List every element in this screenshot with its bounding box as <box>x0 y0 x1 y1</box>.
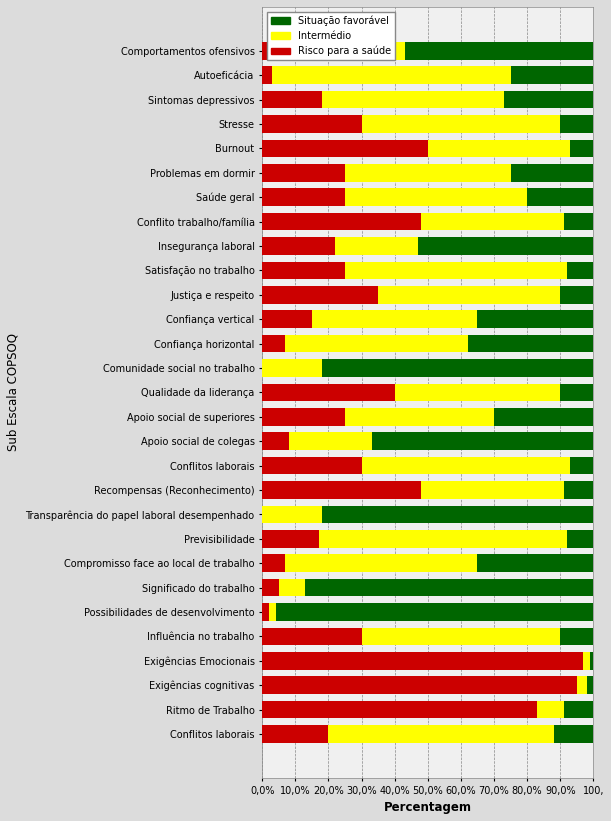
Bar <box>262 677 577 694</box>
Bar <box>404 42 593 60</box>
Bar <box>467 335 593 352</box>
Bar <box>322 506 593 523</box>
Bar <box>289 433 371 450</box>
Bar <box>560 627 593 645</box>
Bar <box>262 530 318 548</box>
Bar <box>322 360 593 377</box>
Bar <box>378 286 560 304</box>
Bar <box>312 310 477 328</box>
Bar <box>494 408 593 425</box>
Bar <box>262 115 362 133</box>
Bar <box>335 237 418 255</box>
Bar <box>262 262 345 279</box>
Bar <box>272 42 404 60</box>
Bar <box>567 530 593 548</box>
Bar <box>345 164 511 181</box>
Bar <box>262 579 279 596</box>
Bar <box>590 652 593 670</box>
Bar <box>371 433 593 450</box>
Bar <box>262 652 584 670</box>
Bar <box>262 164 345 181</box>
Legend: Situação favorável, Intermédio, Risco para a saúde: Situação favorável, Intermédio, Risco pa… <box>267 11 395 60</box>
Bar <box>262 627 362 645</box>
Bar <box>262 506 322 523</box>
Bar <box>262 213 421 231</box>
Bar <box>285 335 467 352</box>
Bar <box>362 627 560 645</box>
Bar <box>262 701 537 718</box>
Bar <box>285 554 477 572</box>
Bar <box>262 67 272 84</box>
Bar <box>262 603 269 621</box>
Bar <box>345 188 527 206</box>
Bar <box>560 383 593 401</box>
X-axis label: Percentagem: Percentagem <box>384 801 472 814</box>
Bar <box>570 140 593 157</box>
Bar <box>421 213 563 231</box>
Bar <box>262 310 312 328</box>
Bar <box>511 164 593 181</box>
Bar <box>418 237 593 255</box>
Bar <box>587 677 593 694</box>
Bar <box>329 725 554 743</box>
Bar <box>560 115 593 133</box>
Bar <box>584 652 590 670</box>
Bar <box>262 188 345 206</box>
Bar <box>395 383 560 401</box>
Bar <box>563 701 593 718</box>
Bar <box>563 481 593 499</box>
Bar <box>262 286 378 304</box>
Bar <box>262 91 322 108</box>
Bar <box>262 360 322 377</box>
Bar <box>563 213 593 231</box>
Bar <box>511 67 593 84</box>
Y-axis label: Sub Escala COPSOQ: Sub Escala COPSOQ <box>7 333 20 452</box>
Bar <box>362 115 560 133</box>
Bar <box>345 408 494 425</box>
Bar <box>262 433 289 450</box>
Bar <box>262 140 428 157</box>
Bar <box>269 603 276 621</box>
Bar <box>362 456 570 475</box>
Bar <box>262 554 285 572</box>
Bar <box>567 262 593 279</box>
Bar <box>262 383 395 401</box>
Bar <box>421 481 563 499</box>
Bar <box>527 188 593 206</box>
Bar <box>262 408 345 425</box>
Bar <box>272 67 511 84</box>
Bar <box>262 481 421 499</box>
Bar <box>262 456 362 475</box>
Bar <box>276 603 593 621</box>
Bar <box>262 335 285 352</box>
Bar <box>570 456 593 475</box>
Bar <box>554 725 593 743</box>
Bar <box>345 262 567 279</box>
Bar <box>262 237 335 255</box>
Bar <box>477 554 593 572</box>
Bar <box>322 91 504 108</box>
Bar <box>279 579 306 596</box>
Bar <box>262 42 272 60</box>
Bar <box>262 725 329 743</box>
Bar <box>577 677 587 694</box>
Bar <box>504 91 593 108</box>
Bar <box>477 310 593 328</box>
Bar <box>318 530 567 548</box>
Bar <box>428 140 570 157</box>
Bar <box>537 701 563 718</box>
Bar <box>560 286 593 304</box>
Bar <box>306 579 593 596</box>
